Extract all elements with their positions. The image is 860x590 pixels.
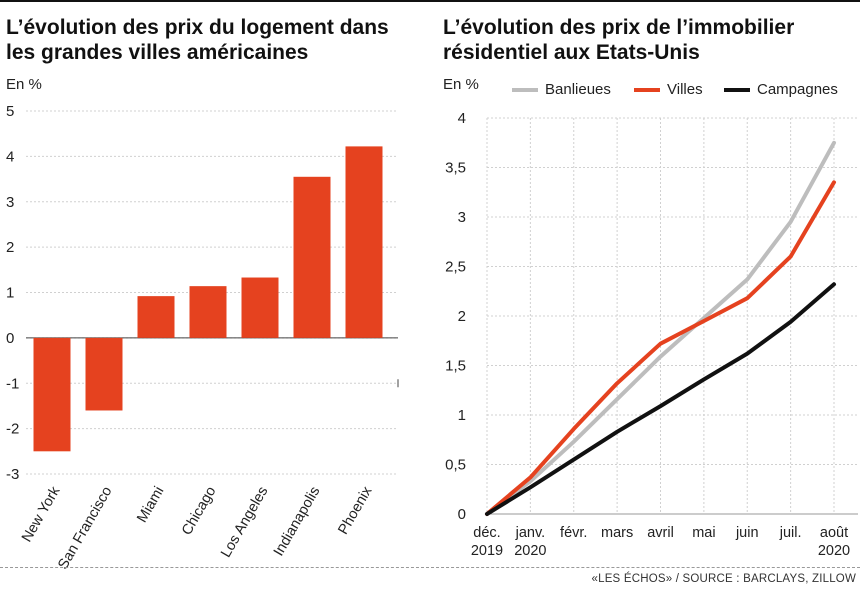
right-x-tick-label: déc. xyxy=(473,525,500,541)
right-chart-title: L’évolution des prix de l’immobilier rés… xyxy=(443,16,795,64)
right-x-tick-label: févr. xyxy=(560,525,587,541)
right-x-tick-year: 2019 xyxy=(471,543,503,559)
left-y-tick-label: 1 xyxy=(6,285,14,302)
right-x-tick-label: avril xyxy=(647,525,674,541)
series-line-campagnes xyxy=(485,282,836,516)
right-x-tick-label: août xyxy=(820,525,848,541)
right-x-tick-label: juil. xyxy=(779,525,802,541)
right-y-tick-label: 0 xyxy=(458,506,466,523)
bar-new-york xyxy=(33,337,71,452)
left-chart-unit: En % xyxy=(6,76,42,93)
right-x-tick-label: mai xyxy=(692,525,715,541)
right-y-tick-label: 3 xyxy=(458,209,466,226)
right-y-tick-label: 2,5 xyxy=(445,259,466,276)
bar-indianapolis xyxy=(293,176,331,338)
right-x-tick-label: mars xyxy=(601,525,633,541)
source-credit: «LES ÉCHOS» / SOURCE : BARCLAYS, ZILLOW xyxy=(591,573,856,585)
bar-los-angeles xyxy=(241,277,279,338)
legend-item-banlieues: Banlieues xyxy=(512,81,611,98)
left-x-tick-label: New York xyxy=(19,483,64,545)
bar-san-francisco xyxy=(85,337,123,411)
bar-phoenix xyxy=(345,146,383,338)
left-y-tick-label: 4 xyxy=(6,148,14,165)
bar-miami xyxy=(137,296,175,338)
left-y-tick-label: 0 xyxy=(6,330,14,347)
left-x-tick-label: Indianapolis xyxy=(271,484,324,559)
series-line-villes xyxy=(485,180,836,516)
footer-divider xyxy=(0,567,860,568)
legend-item-campagnes: Campagnes xyxy=(724,81,838,98)
legend-label-campagnes: Campagnes xyxy=(757,81,838,98)
right-y-tick-label: 2 xyxy=(458,308,466,325)
right-y-tick-label: 1,5 xyxy=(445,358,466,375)
left-x-tick-label: Miami xyxy=(134,484,167,525)
left-y-tick-label: -3 xyxy=(6,466,19,483)
left-y-tick-label: 5 xyxy=(6,103,14,120)
left-x-tick-label: Chicago xyxy=(179,484,219,538)
right-x-tick-label: juin xyxy=(735,525,759,541)
legend-swatch-villes xyxy=(634,87,660,92)
series-line-banlieues xyxy=(485,140,836,516)
legend-item-villes: Villes xyxy=(634,81,703,98)
right-chart-unit: En % xyxy=(443,76,479,93)
right-y-tick-label: 0,5 xyxy=(445,457,466,474)
right-y-tick-label: 1 xyxy=(458,407,466,424)
top-rule xyxy=(0,0,860,2)
left-x-tick-label: Phoenix xyxy=(335,483,375,537)
right-y-tick-label: 3,5 xyxy=(445,160,466,177)
left-chart-title: L’évolution des prix du logement dans le… xyxy=(6,16,389,64)
left-x-tick-label: Los Angeles xyxy=(218,484,271,560)
right-x-tick-label: janv. xyxy=(515,525,546,541)
right-x-tick-year: 2020 xyxy=(514,543,546,559)
legend-label-villes: Villes xyxy=(667,81,703,98)
right-y-tick-label: 4 xyxy=(458,110,466,127)
legend-swatch-banlieues xyxy=(512,87,538,92)
legend-swatch-campagnes xyxy=(724,87,750,92)
left-y-tick-label: 3 xyxy=(6,194,14,211)
left-x-tick-label: San Francisco xyxy=(55,484,115,572)
bar-chicago xyxy=(189,286,227,338)
left-y-tick-label: -2 xyxy=(6,421,19,438)
left-y-tick-label: 2 xyxy=(6,239,14,256)
legend-label-banlieues: Banlieues xyxy=(545,81,611,98)
left-y-tick-label: -1 xyxy=(6,375,19,392)
right-x-tick-year: 2020 xyxy=(818,543,850,559)
